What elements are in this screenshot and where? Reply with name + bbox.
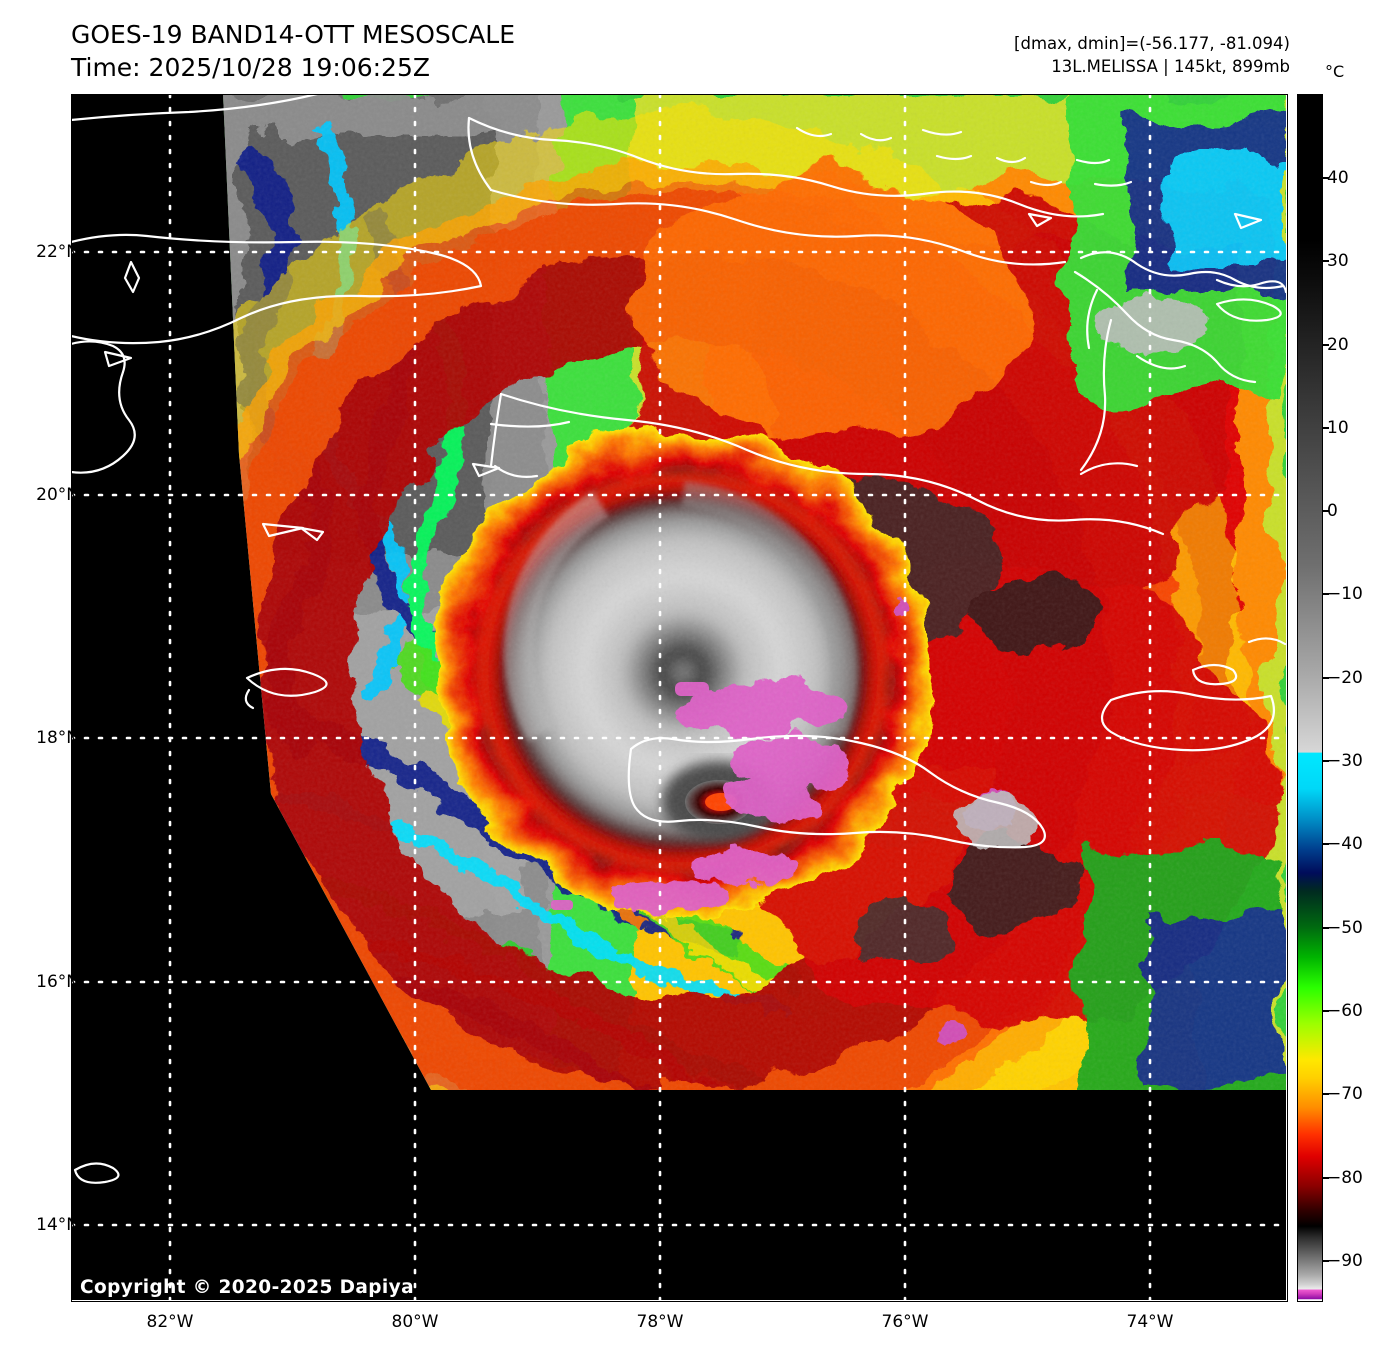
cbtick-label-minus60: −60	[1327, 1001, 1363, 1021]
xtick-label-74w: 74°W	[1126, 1312, 1174, 1332]
storm-info-text: 13L.MELISSA | 145kt, 899mb	[1051, 57, 1290, 77]
metadata-block: [dmax, dmin]=(-56.177, -81.094) 13L.MELI…	[1014, 32, 1290, 79]
temperature-colorbar[interactable]	[1297, 94, 1323, 1302]
ytick-label-20n: 20°N	[36, 485, 79, 505]
cbtick-mark-minus10	[1322, 593, 1329, 595]
cbtick-mark-minus60	[1322, 1010, 1329, 1012]
cbtick-label-30: 30	[1327, 251, 1349, 271]
ytick-label-22n: 22°N	[36, 242, 79, 262]
cbtick-mark-minus30	[1322, 760, 1329, 762]
cbtick-mark-minus20	[1322, 677, 1329, 679]
title-line-2: Time: 2025/10/28 19:06:25Z	[71, 53, 430, 82]
cbtick-mark-minus40	[1322, 843, 1329, 845]
swath-group	[223, 94, 1286, 1090]
cbtick-label-minus10: −10	[1327, 584, 1363, 604]
cbtick-label-minus90: −90	[1327, 1251, 1363, 1271]
xtick-label-82w: 82°W	[146, 1312, 194, 1332]
cbtick-label-40: 40	[1327, 168, 1349, 188]
cbtick-mark-minus80	[1322, 1177, 1329, 1179]
xtick-label-78w: 78°W	[636, 1312, 684, 1332]
dmax-dmin-text: [dmax, dmin]=(-56.177, -81.094)	[1014, 34, 1290, 53]
cbtick-label-10: 10	[1327, 418, 1349, 438]
cbtick-label-0: 0	[1327, 501, 1338, 521]
title-line-1: GOES-19 BAND14-OTT MESOSCALE	[71, 20, 516, 49]
cbtick-mark-20	[1322, 344, 1329, 346]
xtick-label-80w: 80°W	[391, 1312, 439, 1332]
coastlines	[71, 94, 1286, 1184]
cbtick-mark-10	[1322, 427, 1329, 429]
cbtick-label-20: 20	[1327, 335, 1349, 355]
ytick-label-14n: 14°N	[36, 1215, 79, 1235]
satellite-image-panel[interactable]	[71, 94, 1286, 1300]
cbtick-label-minus70: −70	[1327, 1084, 1363, 1104]
cbtick-label-minus50: −50	[1327, 918, 1363, 938]
copyright-label: Copyright © 2020-2025 Dapiya	[80, 1277, 414, 1298]
cbtick-mark-minus70	[1322, 1093, 1329, 1095]
colorbar-unit-label: °C	[1325, 62, 1345, 81]
page-title: GOES-19 BAND14-OTT MESOSCALE Time: 2025/…	[71, 18, 515, 84]
satellite-heatmap	[71, 94, 1286, 1300]
cbtick-label-minus80: −80	[1327, 1168, 1363, 1188]
cbtick-mark-minus50	[1322, 927, 1329, 929]
cbtick-mark-40	[1322, 177, 1329, 179]
xtick-label-76w: 76°W	[881, 1312, 929, 1332]
ytick-label-18n: 18°N	[36, 728, 79, 748]
cbtick-label-minus20: −20	[1327, 668, 1363, 688]
cbtick-label-minus40: −40	[1327, 834, 1363, 854]
cbtick-mark-30	[1322, 260, 1329, 262]
lat-lon-gridlines	[71, 94, 1286, 1300]
ytick-label-16n: 16°N	[36, 972, 79, 992]
cbtick-mark-minus90	[1322, 1260, 1329, 1262]
cbtick-mark-0	[1322, 510, 1329, 512]
colorbar-gradient	[1298, 95, 1322, 1301]
cbtick-label-minus30: −30	[1327, 751, 1363, 771]
